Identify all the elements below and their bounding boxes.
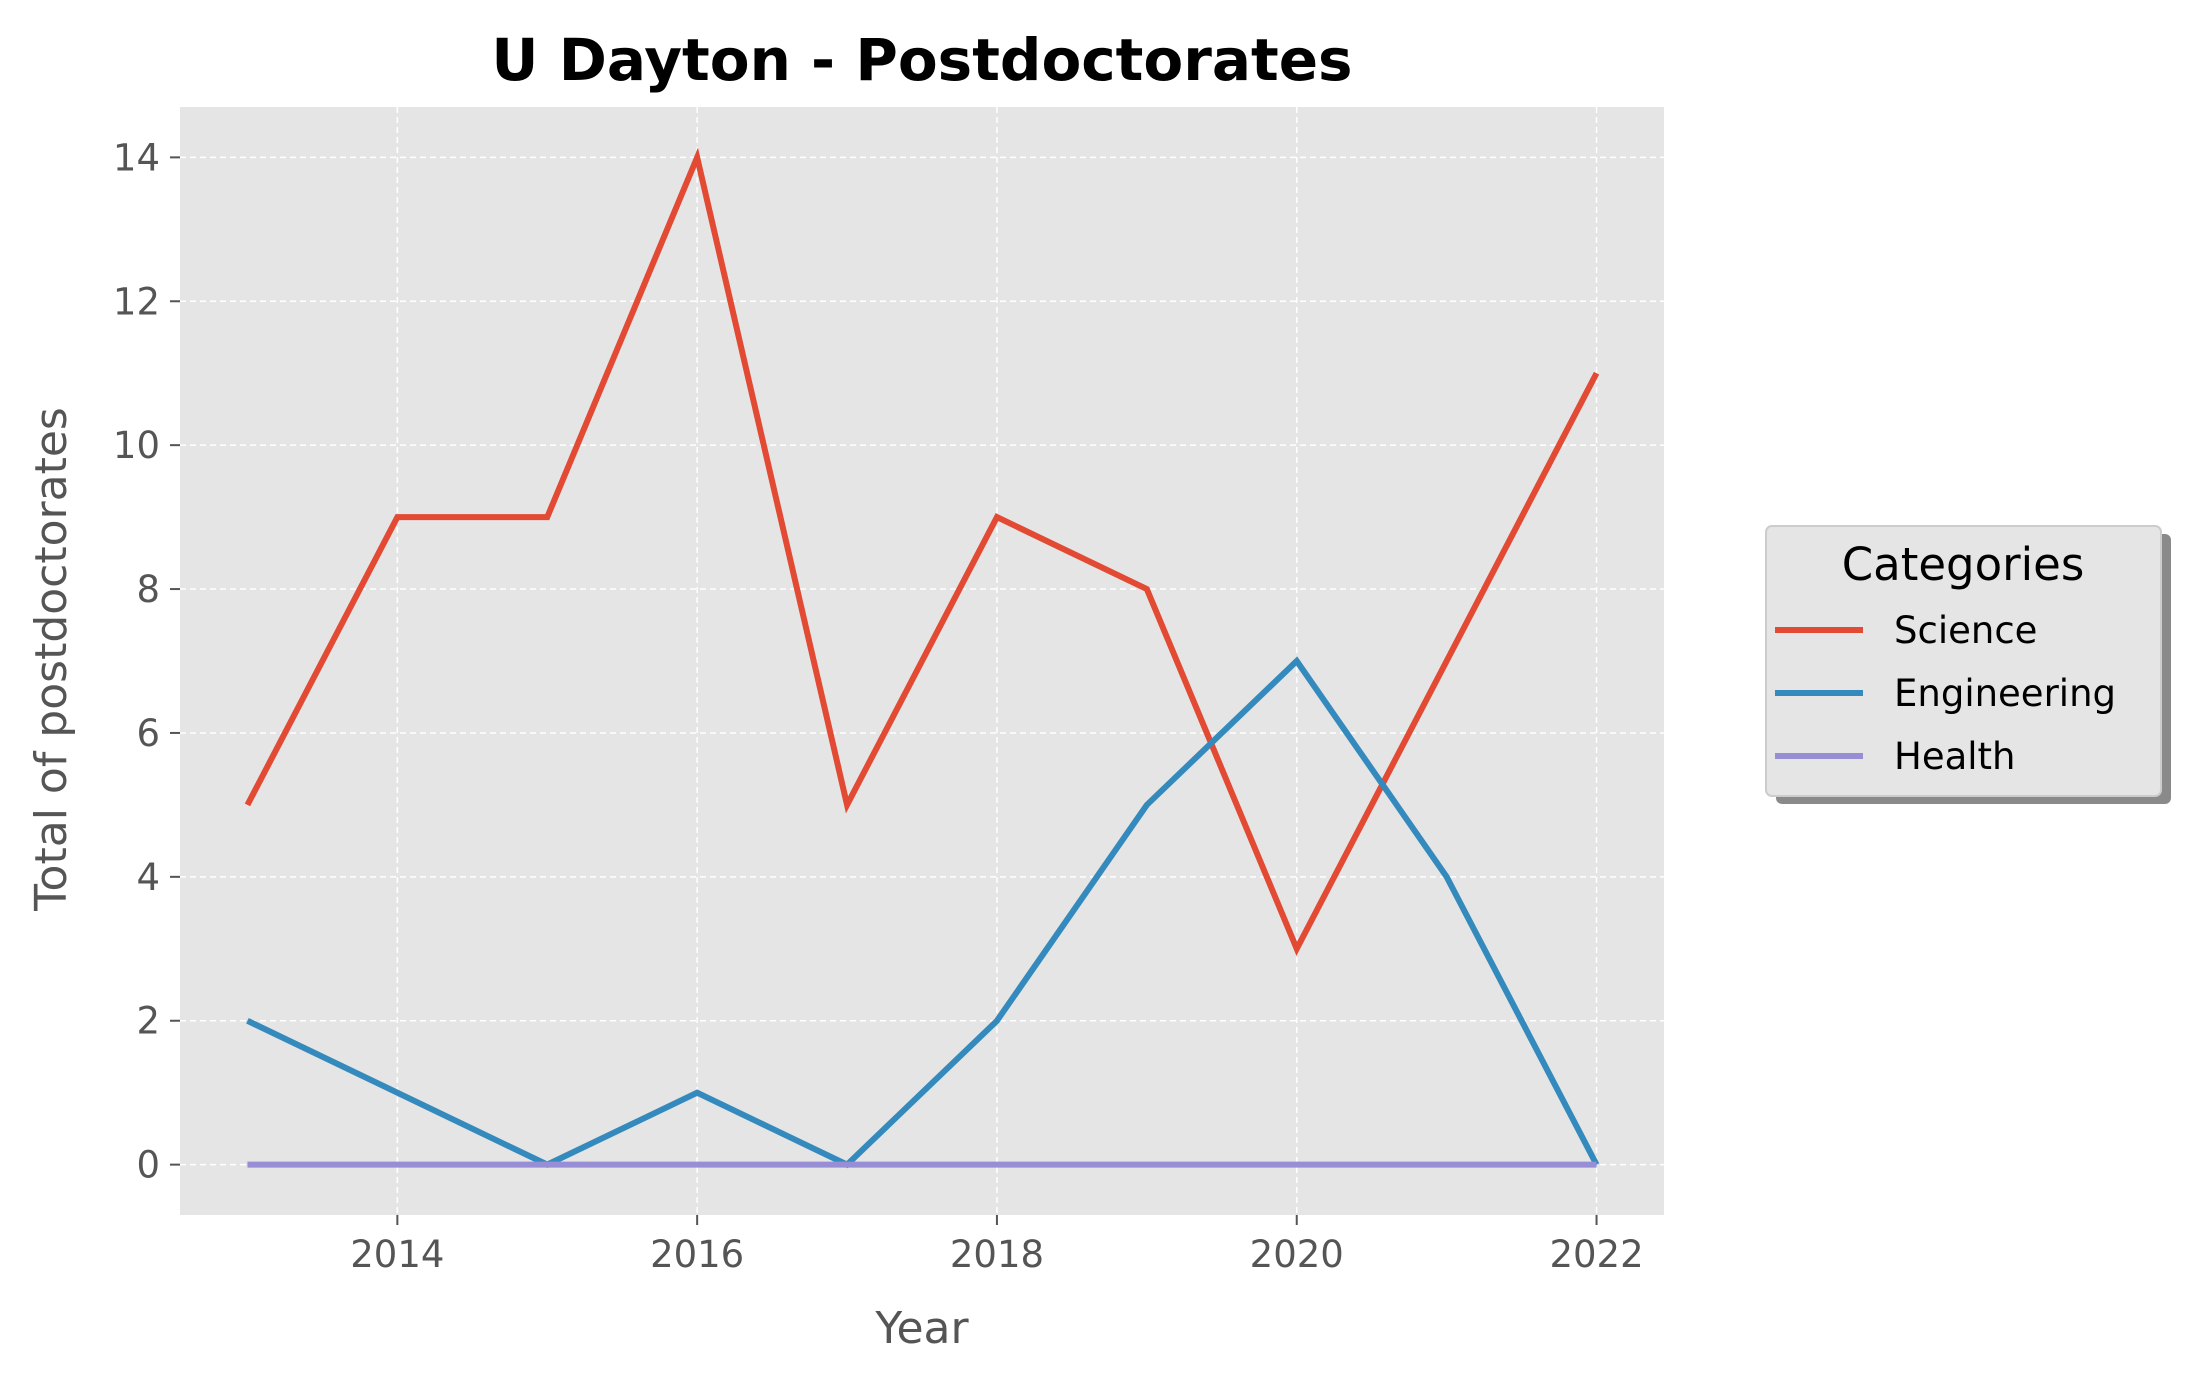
legend-items: Science Engineering Health	[1775, 609, 2116, 778]
y-tick-label: 2	[136, 1000, 160, 1043]
series-line-engineering	[246, 656, 1600, 1169]
x-tick-label: 2014	[350, 1233, 444, 1276]
y-tick-label: 14	[113, 136, 160, 179]
x-tick-label: 2018	[950, 1233, 1044, 1276]
y-axis-label: Total of postdoctorates	[26, 407, 77, 912]
legend: Categories Science Engineering Health	[1765, 525, 2171, 804]
x-tick-label: 2016	[650, 1233, 744, 1276]
chart-title: U Dayton - Postdoctorates	[491, 26, 1352, 94]
x-tick-label: 2020	[1250, 1233, 1344, 1276]
x-axis-label: Year	[874, 1303, 969, 1354]
grid	[180, 107, 1664, 1215]
series-line-science	[244, 147, 1600, 956]
y-tick-label: 10	[113, 424, 160, 467]
y-tick-label: 4	[136, 856, 160, 899]
y-tick-label: 12	[113, 280, 160, 323]
series-lines	[244, 147, 1600, 1169]
y-tick-label: 0	[136, 1144, 160, 1187]
x-tick-label: 2022	[1549, 1233, 1643, 1276]
legend-box	[1765, 525, 2162, 797]
legend-title: Categories	[1842, 538, 2085, 591]
legend-label-health: Health	[1894, 735, 2016, 778]
legend-label-engineering: Engineering	[1894, 672, 2116, 715]
y-tick-label: 6	[136, 712, 160, 755]
y-tick-label: 8	[136, 568, 160, 611]
axis-ticks: 2014 2016 2018 2020 2022 0 2 4 6 8 10 12 14	[113, 136, 1644, 1276]
legend-label-science: Science	[1894, 609, 2037, 652]
